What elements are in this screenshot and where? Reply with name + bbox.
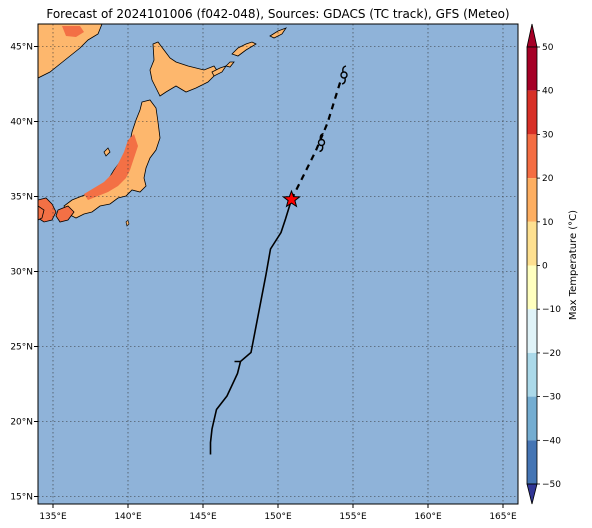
tropical-storm-icon [340,65,348,85]
colorbar-tick-label: −30 [542,393,561,403]
colorbar-tick-label: −50 [542,480,561,490]
colorbar-segment [527,221,537,266]
land-kuril-3 [211,65,227,77]
tick-label-lon: 140°E [114,512,142,522]
forecast-track-line [290,79,343,200]
gridlines [38,24,518,504]
tick-label-lon: 155°E [339,512,367,522]
land-sado [103,147,111,157]
land-hokkaido [149,41,219,97]
colorbar-segment [527,265,537,310]
tropical-storm-icon [317,132,326,153]
colorbar-extend-top [526,23,538,48]
colorbar-tick-label: −20 [542,349,561,359]
tick-label-lat: 30°N [10,268,33,278]
land-kuril-4 [225,61,235,68]
tc-track [209,65,348,455]
tick-label-lon: 135°E [39,512,67,522]
tick-label-lat: 40°N [10,118,33,128]
colorbar-segment [527,178,537,222]
tick-label-lat: 25°N [10,343,33,353]
colorbar-segment [527,309,537,353]
land-mainland-hot [62,26,84,37]
colorbar-segment [527,352,537,397]
observed-track-line [209,199,293,455]
colorbar-extend-bottom [526,483,538,505]
current-position-star-icon [282,189,301,208]
colorbar-label: Max Temperature (°C) [568,210,579,320]
land-mainland [38,24,103,79]
tick-label-lon: 165°E [489,512,517,522]
land-layer [38,24,288,227]
tick-label-lon: 145°E [189,512,217,522]
land-kuril-1 [231,41,257,57]
tick-label-lat: 35°N [10,193,33,203]
land-honshu-hot [84,134,138,200]
colorbar-tick-label: 10 [542,218,554,228]
tick-label-lon: 150°E [264,512,292,522]
colorbar-segment [527,47,537,91]
tick-label-lat: 45°N [10,43,33,53]
colorbar-tick-label: 50 [542,43,554,53]
colorbar-tick-label: −10 [542,305,561,315]
colorbar-tick-label: 0 [542,262,548,272]
colorbar-segment [527,134,537,179]
land-shikoku [55,205,75,223]
map-title: Forecast of 2024101006 (f042-048), Sourc… [46,7,510,21]
land-korea-tip [38,205,45,221]
colorbar-segment [527,90,537,135]
colorbar-tick-label: 20 [542,174,554,184]
tick-label-lon: 160°E [414,512,442,522]
colorbar: Max Temperature (°C) 50 40 30 20 10 0 −10 −20 −3… [526,23,579,505]
colorbar-segment [527,440,537,484]
map-axes: 135°E 140°E 145°E 150°E 155°E 160°E 165°E 15°N 2… [10,43,517,523]
map-panel: 135°E 140°E 145°E 150°E 155°E 160°E 165°E 15°N 2… [10,23,519,523]
colorbar-segment [527,396,537,441]
tick-label-lat: 15°N [10,493,33,503]
tick-label-lat: 20°N [10,418,33,428]
colorbar-tick-label: −40 [542,436,561,446]
colorbar-tick-label: 40 [542,87,554,97]
colorbar-tick-label: 30 [542,130,554,140]
